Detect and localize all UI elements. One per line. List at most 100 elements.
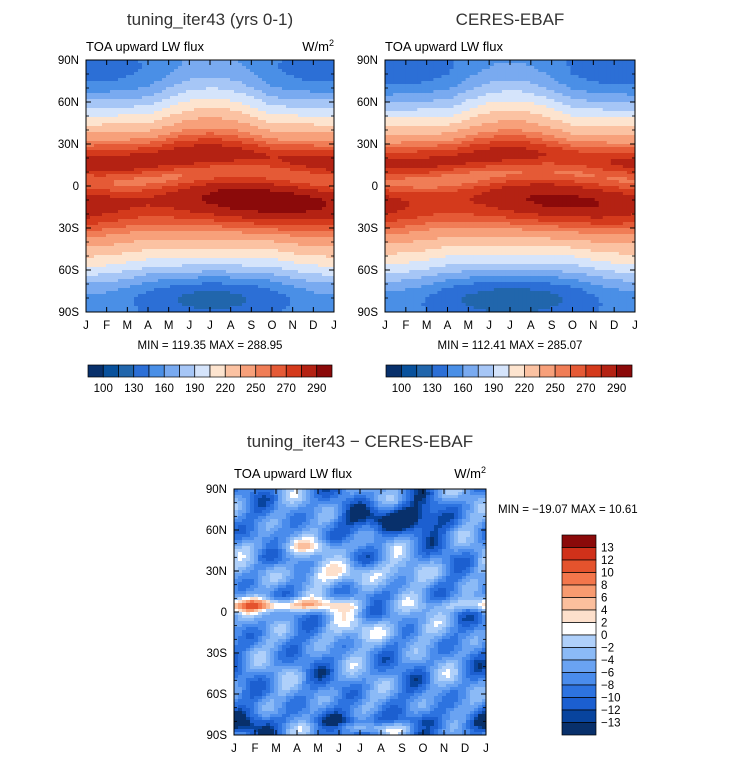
panel-c-xtick-label: N [440, 743, 448, 755]
colorbar-c-label: 0 [601, 630, 607, 642]
panel-b-xtick-label: J [486, 320, 492, 332]
colorbar-b-swatch [431, 364, 448, 378]
panel-c-xtick-label: D [461, 743, 469, 755]
colorbar-a-swatch [224, 364, 241, 378]
panel-a-subtitle: TOA upward LW flux [86, 39, 205, 54]
colorbar-a-swatch [179, 364, 196, 378]
panel-b-stats: MIN = 112.41 MAX = 285.07 [438, 340, 583, 352]
panel-a-ytick-label: 60N [58, 97, 79, 109]
panel-a-units-base: W/m [302, 39, 329, 54]
panel-b-xtick-label: F [402, 320, 409, 332]
colorbar-a-label: 270 [277, 383, 296, 395]
colorbar-a-label: 130 [124, 383, 143, 395]
panel-a-units-exp: 2 [329, 38, 334, 48]
colorbar-a-label: 190 [185, 383, 204, 395]
colorbar-b-swatch [508, 364, 525, 378]
panel-c-xtick-label: F [251, 743, 258, 755]
colorbar-b-swatch [385, 364, 402, 378]
colorbar-b-label: 290 [607, 383, 626, 395]
panel-b-xtick-label: J [507, 320, 513, 332]
panel-c-ytick-label: 90S [207, 730, 228, 742]
panel-a-xtick-label: M [164, 320, 174, 332]
colorbar-c-label: 8 [601, 580, 607, 592]
panel-c-ytick-label: 60N [206, 525, 227, 537]
colorbar-a-swatch [102, 364, 119, 378]
colorbar-b-swatch [401, 364, 418, 378]
panel-b-ytick-label: 60S [358, 265, 379, 277]
colorbar-c-swatch [561, 584, 597, 598]
panel-b-xtick-label: D [610, 320, 618, 332]
panel-a-title: tuning_iter43 (yrs 0-1) [127, 10, 293, 29]
panel-b-ytick-label: 90S [358, 307, 379, 319]
panel-a-ytick-label: 30N [58, 139, 79, 151]
colorbar-a-swatch [270, 364, 287, 378]
colorbar-b-swatch [600, 364, 617, 378]
colorbar-c-label: −2 [601, 643, 614, 655]
panel-a-ytick-label: 90N [58, 55, 79, 67]
panel-c-xtick-label: J [483, 743, 489, 755]
colorbar-a-label: 160 [155, 383, 174, 395]
panel-a-xtick-label: J [207, 320, 213, 332]
panel-a-stats: MIN = 119.35 MAX = 288.95 [138, 340, 283, 352]
colorbar-b-label: 220 [515, 383, 534, 395]
panel-c-xtick-label: J [336, 743, 342, 755]
colorbar-c-label: −13 [601, 718, 621, 730]
colorbar-c-label: 2 [601, 618, 607, 630]
colorbar-a-swatch [209, 364, 226, 378]
colorbar-b-swatch [539, 364, 556, 378]
colorbar-a-label: 290 [307, 383, 326, 395]
colorbar-c-label: 10 [601, 568, 614, 580]
colorbar-c-swatch [561, 534, 597, 548]
colorbar-b-swatch [554, 364, 571, 378]
panel-b-xtick-label: A [527, 320, 535, 332]
panel-c-title: tuning_iter43 − CERES-EBAF [247, 432, 473, 451]
panel-c-xtick-label: M [313, 743, 323, 755]
panel-b-ytick-label: 90N [357, 55, 378, 67]
panel-a-ytick-label: 60S [59, 265, 80, 277]
panel-c-xtick-label: O [419, 743, 428, 755]
panel-c-ytick-label: 90N [206, 484, 227, 496]
colorbar-c-swatch [561, 672, 597, 686]
colorbar-c-label: 6 [601, 593, 607, 605]
colorbar-a-swatch [133, 364, 150, 378]
colorbar-c-swatch [561, 547, 597, 561]
panel-b-xtick-label: M [464, 320, 474, 332]
panel-c-xtick-label: J [231, 743, 237, 755]
colorbar-c-swatch [561, 697, 597, 711]
panel-c-subtitle: TOA upward LW flux [234, 466, 353, 481]
panel-b-xtick-label: M [422, 320, 432, 332]
colorbar-a-swatch [240, 364, 257, 378]
colorbar-a-swatch [118, 364, 135, 378]
colorbar-b-swatch [447, 364, 464, 378]
panel-c-ytick-label: 30N [206, 566, 227, 578]
colorbar-c-label: 13 [601, 543, 614, 555]
colorbar-b-swatch [585, 364, 602, 378]
colorbar-a-label: 100 [94, 383, 113, 395]
colorbar-b-label: 270 [576, 383, 595, 395]
panel-b-xtick-label: J [632, 320, 638, 332]
colorbar-a: 100 130 160 190 220 250 270 290 [87, 364, 333, 395]
panel-a-xtick-label: F [103, 320, 110, 332]
panel-a-xtick-label: J [331, 320, 337, 332]
colorbar-c-label: 12 [601, 555, 614, 567]
colorbar-c-swatch [561, 634, 597, 648]
colorbar-a-swatch [285, 364, 302, 378]
panel-b-ytick-label: 30N [357, 139, 378, 151]
colorbar-c-swatch [561, 684, 597, 698]
panel-b-subtitle: TOA upward LW flux [385, 39, 504, 54]
colorbar-a-swatch [301, 364, 318, 378]
colorbar-b-swatch [524, 364, 541, 378]
colorbar-b-label: 190 [484, 383, 503, 395]
panel-b-ytick-label: 30S [358, 223, 379, 235]
panel-b-field [385, 60, 635, 312]
panel-b-xtick-label: N [589, 320, 597, 332]
panel-c-xtick-label: M [271, 743, 281, 755]
panel-c-ytick-label: 60S [207, 689, 228, 701]
panel-c-xtick-label: J [357, 743, 363, 755]
panel-c-ytick-label: 0 [221, 607, 227, 619]
colorbar-c-swatch [561, 572, 597, 586]
panel-b-xtick-label: S [548, 320, 556, 332]
